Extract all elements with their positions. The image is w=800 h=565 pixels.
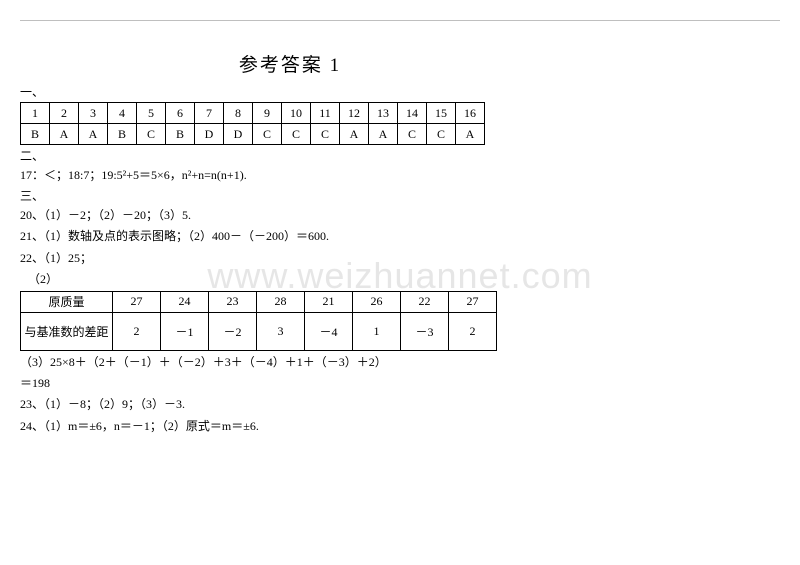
answer-line-17-19: 17：＜；18:7；19:5²+5＝5×6，n²+n=n(n+1). (20, 166, 780, 185)
cell: －2 (209, 312, 257, 350)
cell: A (369, 124, 398, 145)
cell: 7 (195, 103, 224, 124)
answer-line-22-2: （2） (20, 270, 780, 289)
answer-line-24: 24、（1）m＝±6，n＝－1；（2）原式＝m＝±6. (20, 417, 780, 436)
cell: 22 (401, 291, 449, 312)
table-row: 原质量 27 24 23 28 21 26 22 27 (21, 291, 497, 312)
cell: 26 (353, 291, 401, 312)
row-header-diff: 与基准数的差距 (21, 312, 113, 350)
cell: C (253, 124, 282, 145)
cell: 28 (257, 291, 305, 312)
cell: 27 (113, 291, 161, 312)
cell: 11 (311, 103, 340, 124)
cell: C (311, 124, 340, 145)
cell: 23 (209, 291, 257, 312)
cell: 2 (113, 312, 161, 350)
answers-table-1: 1 2 3 4 5 6 7 8 9 10 11 12 13 14 15 16 B… (20, 102, 485, 145)
cell: A (79, 124, 108, 145)
cell: 13 (369, 103, 398, 124)
cell: 14 (398, 103, 427, 124)
cell: 2 (50, 103, 79, 124)
cell: 16 (456, 103, 485, 124)
cell: C (427, 124, 456, 145)
section2-label: 二、 (20, 147, 780, 164)
table-row: 与基准数的差距 2 －1 －2 3 －4 1 －3 2 (21, 312, 497, 350)
cell: 6 (166, 103, 195, 124)
cell: A (456, 124, 485, 145)
page-title: 参考答案 1 (0, 50, 780, 77)
cell: C (282, 124, 311, 145)
content-area: 参考答案 1 一、 1 2 3 4 5 6 7 8 9 10 11 12 13 … (20, 50, 780, 436)
answer-line-22-1: 22、（1）25； (20, 249, 780, 268)
cell: 8 (224, 103, 253, 124)
cell: B (21, 124, 50, 145)
table-row: 1 2 3 4 5 6 7 8 9 10 11 12 13 14 15 16 (21, 103, 485, 124)
answer-line-23: 23、（1）－8；（2）9；（3）－3. (20, 395, 780, 414)
cell: D (195, 124, 224, 145)
answer-line-22-3b: ＝198 (20, 374, 780, 393)
cell: 21 (305, 291, 353, 312)
cell: C (398, 124, 427, 145)
cell: －3 (401, 312, 449, 350)
cell: 15 (427, 103, 456, 124)
cell: －1 (161, 312, 209, 350)
answer-line-21: 21、（1）数轴及点的表示图略；（2）400－（－200）＝600. (20, 227, 780, 246)
cell: C (137, 124, 166, 145)
cell: 4 (108, 103, 137, 124)
cell: 27 (449, 291, 497, 312)
cell: B (108, 124, 137, 145)
cell: 5 (137, 103, 166, 124)
answer-line-20: 20、（1）－2；（2）－20；（3）5. (20, 206, 780, 225)
cell: 1 (353, 312, 401, 350)
cell: B (166, 124, 195, 145)
cell: D (224, 124, 253, 145)
section1-label: 一、 (20, 83, 780, 100)
row-header-mass: 原质量 (21, 291, 113, 312)
cell: 3 (79, 103, 108, 124)
top-rule (20, 20, 780, 21)
cell: 2 (449, 312, 497, 350)
cell: 24 (161, 291, 209, 312)
cell: A (340, 124, 369, 145)
cell: －4 (305, 312, 353, 350)
section3-label: 三、 (20, 187, 780, 204)
cell: 9 (253, 103, 282, 124)
cell: 10 (282, 103, 311, 124)
cell: 1 (21, 103, 50, 124)
table-row: B A A B C B D D C C C A A C C A (21, 124, 485, 145)
page: { "title": "参考答案 1", "watermark": "www.w… (0, 0, 800, 565)
cell: A (50, 124, 79, 145)
mass-diff-table: 原质量 27 24 23 28 21 26 22 27 与基准数的差距 2 －1… (20, 291, 497, 351)
cell: 3 (257, 312, 305, 350)
answer-line-22-3a: （3）25×8＋（2＋（－1）＋（－2）＋3＋（－4）＋1＋（－3）＋2） (20, 353, 780, 372)
cell: 12 (340, 103, 369, 124)
